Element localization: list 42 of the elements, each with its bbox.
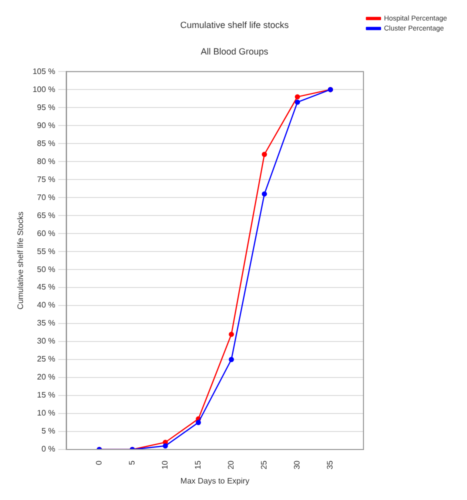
y-tick-label: 80 % — [37, 156, 56, 166]
chart-subtitle: All Blood Groups — [200, 46, 269, 57]
x-tick-label: 25 — [260, 460, 269, 470]
x-tick-label: 15 — [194, 460, 203, 470]
point — [262, 152, 268, 157]
point — [294, 100, 300, 105]
x-tick-label: 5 — [128, 460, 137, 465]
y-tick-label: 55 % — [37, 246, 56, 256]
y-tick-label: 90 % — [37, 120, 56, 130]
y-tick-label: 45 % — [37, 282, 56, 292]
y-tick-label: 95 % — [37, 102, 56, 112]
point — [228, 332, 234, 337]
y-tick-label: 100 % — [32, 84, 56, 94]
point — [294, 94, 300, 100]
y-tick-label: 5 % — [41, 426, 56, 436]
y-tick-label: 65 % — [37, 210, 56, 220]
y-tick-label: 10 % — [37, 408, 56, 418]
x-tick-label: 20 — [226, 460, 236, 470]
y-tick-label: 60 % — [37, 228, 56, 238]
x-tick-label: 0 — [94, 460, 104, 465]
point — [162, 443, 168, 449]
y-tick-label: 50 % — [37, 264, 56, 274]
y-tick-label: 20 % — [37, 372, 56, 382]
y-tick-label: 25 % — [37, 354, 56, 364]
point — [262, 191, 268, 197]
chart-title: Cumulative shelf life stocks — [180, 20, 290, 30]
y-tick-label: 15 % — [37, 390, 56, 400]
x-axis-title: Max Days to Expiry — [180, 476, 250, 486]
y-tick-label: 40 % — [37, 300, 56, 310]
x-tick-label: 30 — [292, 460, 302, 470]
y-tick-label: 105 % — [32, 66, 56, 76]
y-tick-label: 35 % — [37, 318, 56, 328]
y-tick-label: 85 % — [37, 138, 56, 148]
x-tick-label: 35 — [326, 460, 335, 470]
y-tick-label: 0 % — [41, 444, 56, 454]
y-tick-label: 30 % — [37, 336, 56, 346]
y-tick-label: 75 % — [37, 174, 56, 184]
y-tick-label: 70 % — [37, 192, 56, 202]
y-axis-title: Cumulative shelf life Stocks — [16, 212, 26, 310]
point — [228, 356, 234, 362]
point — [196, 420, 201, 426]
x-tick-label: 10 — [160, 460, 170, 470]
